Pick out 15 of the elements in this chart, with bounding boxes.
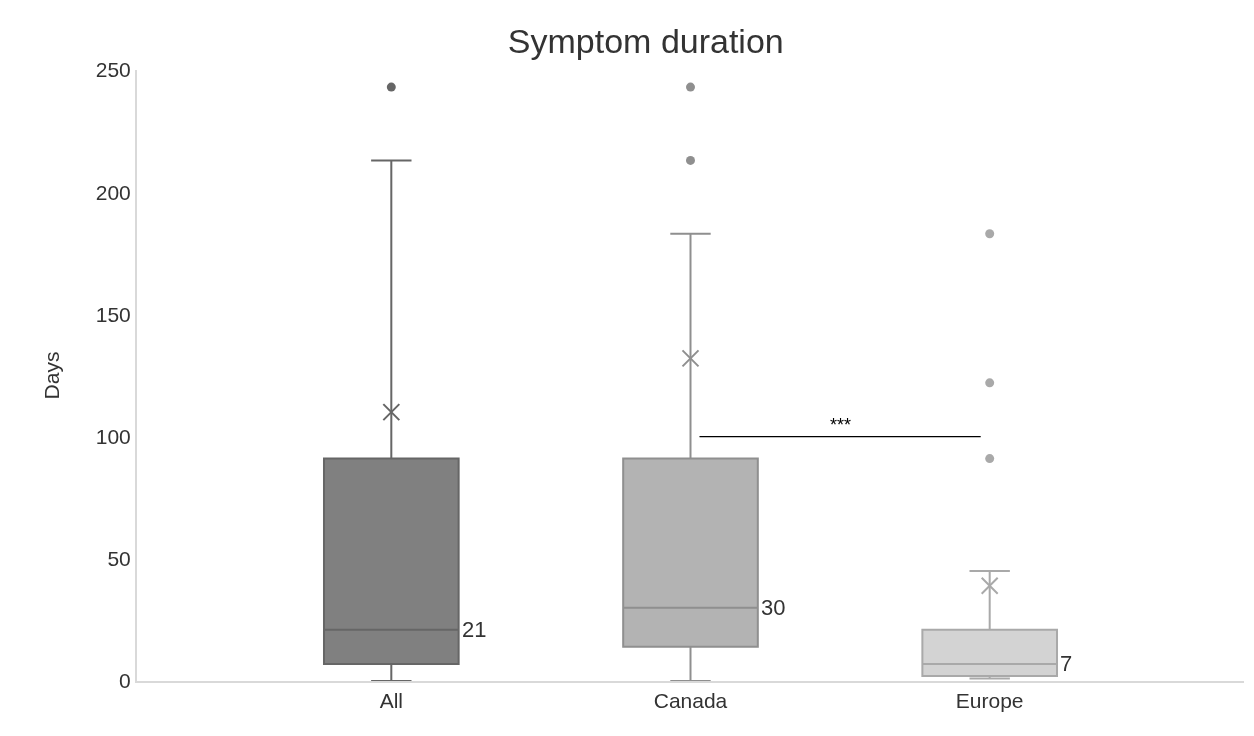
chart-title: Symptom duration xyxy=(507,22,784,61)
y-tick-label: 200 xyxy=(95,180,131,204)
annotation: 21 xyxy=(462,617,487,642)
y-tick-label: 50 xyxy=(107,547,131,571)
annotation: 30 xyxy=(761,595,786,620)
y-axis-title: Days xyxy=(40,351,64,400)
annotation: *** xyxy=(830,415,852,435)
annotation: 7 xyxy=(1060,651,1073,676)
x-tick-label: Europe xyxy=(955,689,1024,713)
y-tick-label: 250 xyxy=(95,58,131,82)
x-tick-label: All xyxy=(379,689,403,713)
x-tick-label: Canada xyxy=(653,689,728,713)
y-tick-label: 150 xyxy=(95,302,131,326)
y-tick-label: 0 xyxy=(119,669,131,693)
y-tick-label: 100 xyxy=(95,424,131,448)
